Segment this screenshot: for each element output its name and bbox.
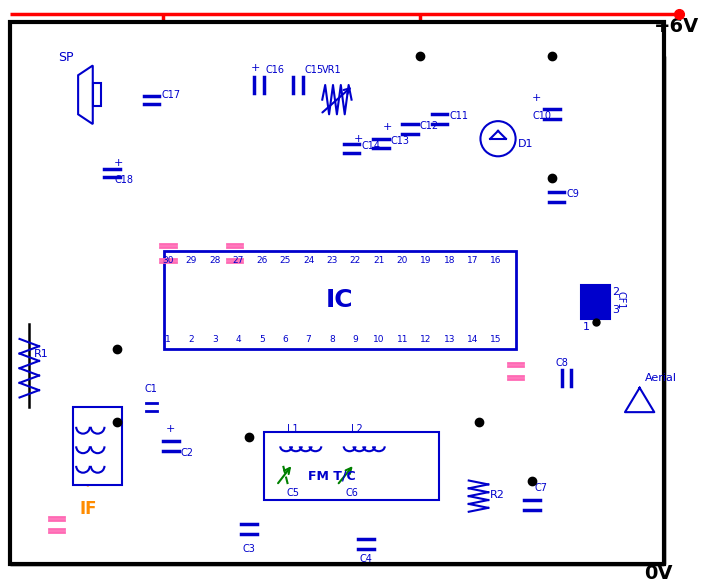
- Bar: [164, 251, 515, 349]
- Text: C12: C12: [420, 121, 439, 131]
- Text: 26: 26: [256, 256, 267, 265]
- Text: 9: 9: [352, 335, 358, 344]
- Text: C3: C3: [243, 544, 255, 554]
- Text: C4: C4: [360, 554, 373, 564]
- Text: C2: C2: [180, 448, 194, 458]
- Text: 29: 29: [185, 256, 197, 265]
- Text: R2: R2: [490, 490, 505, 500]
- Text: FM T/C: FM T/C: [308, 469, 356, 482]
- Text: www.electronic-circuits.com: www.electronic-circuits.com: [176, 305, 360, 441]
- Text: C11: C11: [449, 112, 468, 122]
- Text: CF1: CF1: [615, 291, 625, 309]
- Text: 22: 22: [350, 256, 361, 265]
- Text: 2: 2: [189, 335, 194, 344]
- Text: IF: IF: [79, 500, 97, 518]
- Text: +: +: [114, 158, 123, 168]
- Text: 28: 28: [209, 256, 221, 265]
- Text: 16: 16: [491, 256, 502, 265]
- Text: C1: C1: [145, 383, 158, 394]
- Text: C10: C10: [532, 112, 551, 122]
- Text: 5: 5: [259, 335, 264, 344]
- Text: 30: 30: [162, 256, 173, 265]
- Text: C8: C8: [555, 358, 568, 368]
- Text: 4: 4: [235, 335, 241, 344]
- Text: 6: 6: [282, 335, 288, 344]
- Text: 10: 10: [373, 335, 385, 344]
- Text: 2: 2: [612, 287, 620, 297]
- Text: +: +: [353, 134, 363, 144]
- Text: 21: 21: [373, 256, 385, 265]
- Text: SP: SP: [59, 50, 74, 63]
- Text: +6V: +6V: [654, 16, 699, 36]
- Text: C9: C9: [566, 190, 580, 200]
- Text: 11: 11: [397, 335, 408, 344]
- Text: +: +: [251, 63, 261, 73]
- Text: 15: 15: [491, 335, 502, 344]
- Text: +: +: [166, 424, 176, 434]
- Text: L2: L2: [350, 424, 362, 434]
- Text: 7: 7: [306, 335, 312, 344]
- Text: 23: 23: [326, 256, 338, 265]
- Text: VR1: VR1: [322, 65, 342, 75]
- Text: C13: C13: [391, 136, 410, 146]
- Text: 3: 3: [212, 335, 218, 344]
- Text: 20: 20: [397, 256, 408, 265]
- Text: C6: C6: [345, 488, 358, 498]
- Bar: [73, 407, 122, 485]
- Text: D1: D1: [517, 139, 533, 149]
- Text: 25: 25: [279, 256, 291, 265]
- Text: 1: 1: [165, 335, 171, 344]
- Text: +: +: [532, 93, 541, 103]
- Text: 14: 14: [467, 335, 478, 344]
- Text: 0V: 0V: [644, 564, 673, 582]
- Text: L1: L1: [287, 424, 299, 434]
- Text: C14: C14: [362, 140, 380, 150]
- Text: 8: 8: [329, 335, 335, 344]
- Text: C5: C5: [286, 488, 300, 498]
- Text: 13: 13: [443, 335, 455, 344]
- Text: C7: C7: [534, 483, 547, 493]
- Text: C17: C17: [161, 90, 180, 100]
- Bar: [93, 83, 101, 106]
- Text: 17: 17: [467, 256, 479, 265]
- Text: 18: 18: [443, 256, 455, 265]
- Text: C18: C18: [114, 175, 133, 185]
- Text: 12: 12: [420, 335, 431, 344]
- Text: +: +: [383, 122, 392, 132]
- Text: C15: C15: [305, 65, 324, 75]
- Text: IC: IC: [326, 288, 354, 312]
- Text: 3: 3: [612, 305, 619, 315]
- Text: R1: R1: [34, 349, 49, 359]
- Text: 24: 24: [303, 256, 314, 265]
- Text: 1: 1: [582, 322, 589, 332]
- Text: 27: 27: [233, 256, 244, 265]
- Text: Aerial: Aerial: [644, 373, 677, 383]
- Bar: [264, 431, 439, 500]
- Text: 19: 19: [420, 256, 431, 265]
- Bar: [581, 285, 611, 319]
- Text: C16: C16: [266, 65, 285, 75]
